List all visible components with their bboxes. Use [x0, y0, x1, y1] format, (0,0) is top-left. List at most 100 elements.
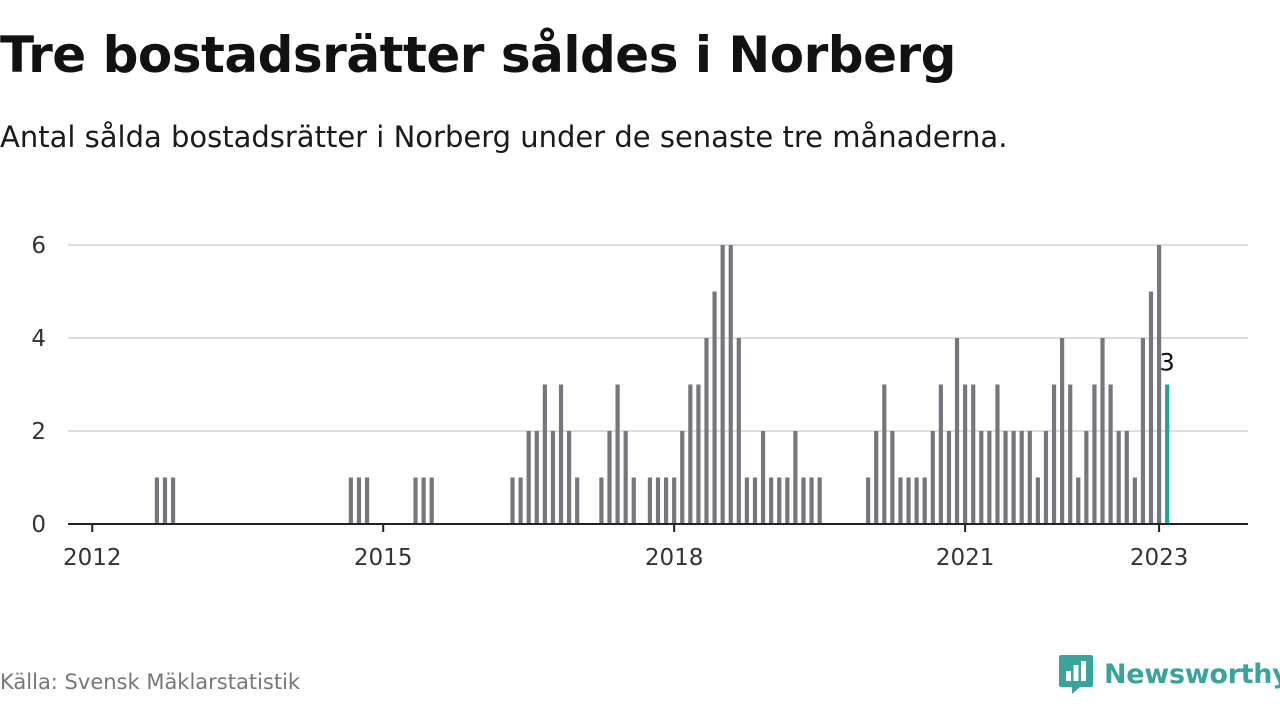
bar	[1156, 245, 1162, 524]
bar	[995, 384, 1000, 524]
bar	[672, 477, 677, 524]
bar	[817, 477, 822, 524]
bar	[1116, 431, 1121, 524]
bar	[760, 431, 766, 524]
bar	[348, 477, 353, 524]
bar	[1060, 338, 1065, 524]
bar	[655, 477, 661, 524]
x-tick-label: 2018	[645, 545, 704, 571]
bar	[1132, 477, 1137, 524]
x-tick-label: 2012	[63, 545, 122, 571]
bar	[922, 477, 927, 524]
bar-chart-icon	[1059, 655, 1093, 694]
bar	[987, 431, 992, 524]
bar	[720, 245, 725, 524]
bar-highlight	[1165, 384, 1170, 524]
bar	[1148, 291, 1154, 524]
bar	[777, 477, 782, 524]
bar	[938, 384, 943, 524]
bar	[809, 477, 814, 524]
bar	[421, 477, 426, 524]
bar	[930, 431, 935, 524]
bar	[356, 477, 362, 524]
bar	[1035, 477, 1040, 524]
bar	[550, 431, 556, 524]
x-tick-label: 2015	[354, 545, 413, 571]
x-tick-label: 2021	[936, 545, 995, 571]
bar	[906, 477, 911, 524]
chart-subtitle: Antal sålda bostadsrätter i Norberg unde…	[0, 120, 1008, 154]
bar	[785, 477, 790, 524]
bar	[866, 477, 871, 524]
bar	[575, 477, 580, 524]
bar	[429, 477, 434, 524]
bar	[1003, 431, 1008, 524]
bar	[898, 477, 903, 524]
bar	[1051, 384, 1057, 524]
bar	[518, 477, 523, 524]
bar	[793, 431, 798, 524]
bar	[1108, 384, 1113, 524]
bar	[1019, 431, 1024, 524]
bar	[154, 477, 160, 524]
bar	[971, 384, 976, 524]
bar	[413, 477, 418, 524]
x-tick-label: 2023	[1130, 545, 1189, 571]
bar	[510, 477, 515, 524]
bar	[914, 477, 919, 524]
gridlines	[68, 244, 1248, 432]
bar	[979, 431, 984, 524]
bar	[801, 477, 806, 524]
bar	[558, 384, 564, 524]
bar	[1011, 431, 1016, 524]
bar	[954, 338, 960, 524]
bar	[364, 477, 370, 524]
bar	[1027, 431, 1032, 524]
bar	[874, 431, 879, 524]
bar	[744, 477, 750, 524]
bar	[680, 431, 685, 524]
bar	[170, 477, 176, 524]
bar	[566, 431, 572, 524]
bar	[162, 477, 168, 524]
bar	[963, 384, 968, 524]
bar	[1100, 338, 1105, 524]
bar	[890, 431, 895, 524]
bar	[704, 338, 709, 524]
bar	[882, 384, 887, 524]
bar	[663, 477, 669, 524]
y-tick-label: 0	[31, 512, 46, 538]
data-label: 3	[1160, 349, 1175, 377]
bar	[542, 384, 547, 524]
bar	[946, 431, 952, 524]
y-tick-label: 6	[31, 233, 46, 259]
brand-logo: Newsworthy	[1058, 652, 1280, 696]
brand-name: Newsworthy	[1104, 658, 1280, 690]
bar	[752, 477, 758, 524]
bar	[696, 384, 701, 524]
bar	[736, 338, 741, 524]
bar	[1084, 431, 1089, 524]
axes: 0 2 4 6 2012 2015 2018 2021 2023	[31, 233, 1248, 571]
bar	[769, 477, 774, 524]
chart-title: Tre bostadsrätter såldes i Norberg	[0, 26, 956, 84]
bar	[623, 431, 628, 524]
bar	[728, 245, 733, 524]
bar	[534, 431, 539, 524]
bar	[712, 291, 717, 524]
bars: 3	[154, 245, 1175, 524]
bar	[1124, 431, 1129, 524]
y-tick-label: 4	[31, 326, 46, 352]
bar	[688, 384, 693, 524]
bar	[1043, 431, 1049, 524]
bar	[1068, 384, 1073, 524]
bar	[1076, 477, 1081, 524]
y-tick-label: 2	[31, 419, 46, 445]
bar	[1092, 384, 1097, 524]
bar	[526, 431, 531, 524]
bar	[1140, 338, 1146, 524]
bar	[647, 477, 653, 524]
bar	[599, 477, 604, 524]
bar	[615, 384, 620, 524]
